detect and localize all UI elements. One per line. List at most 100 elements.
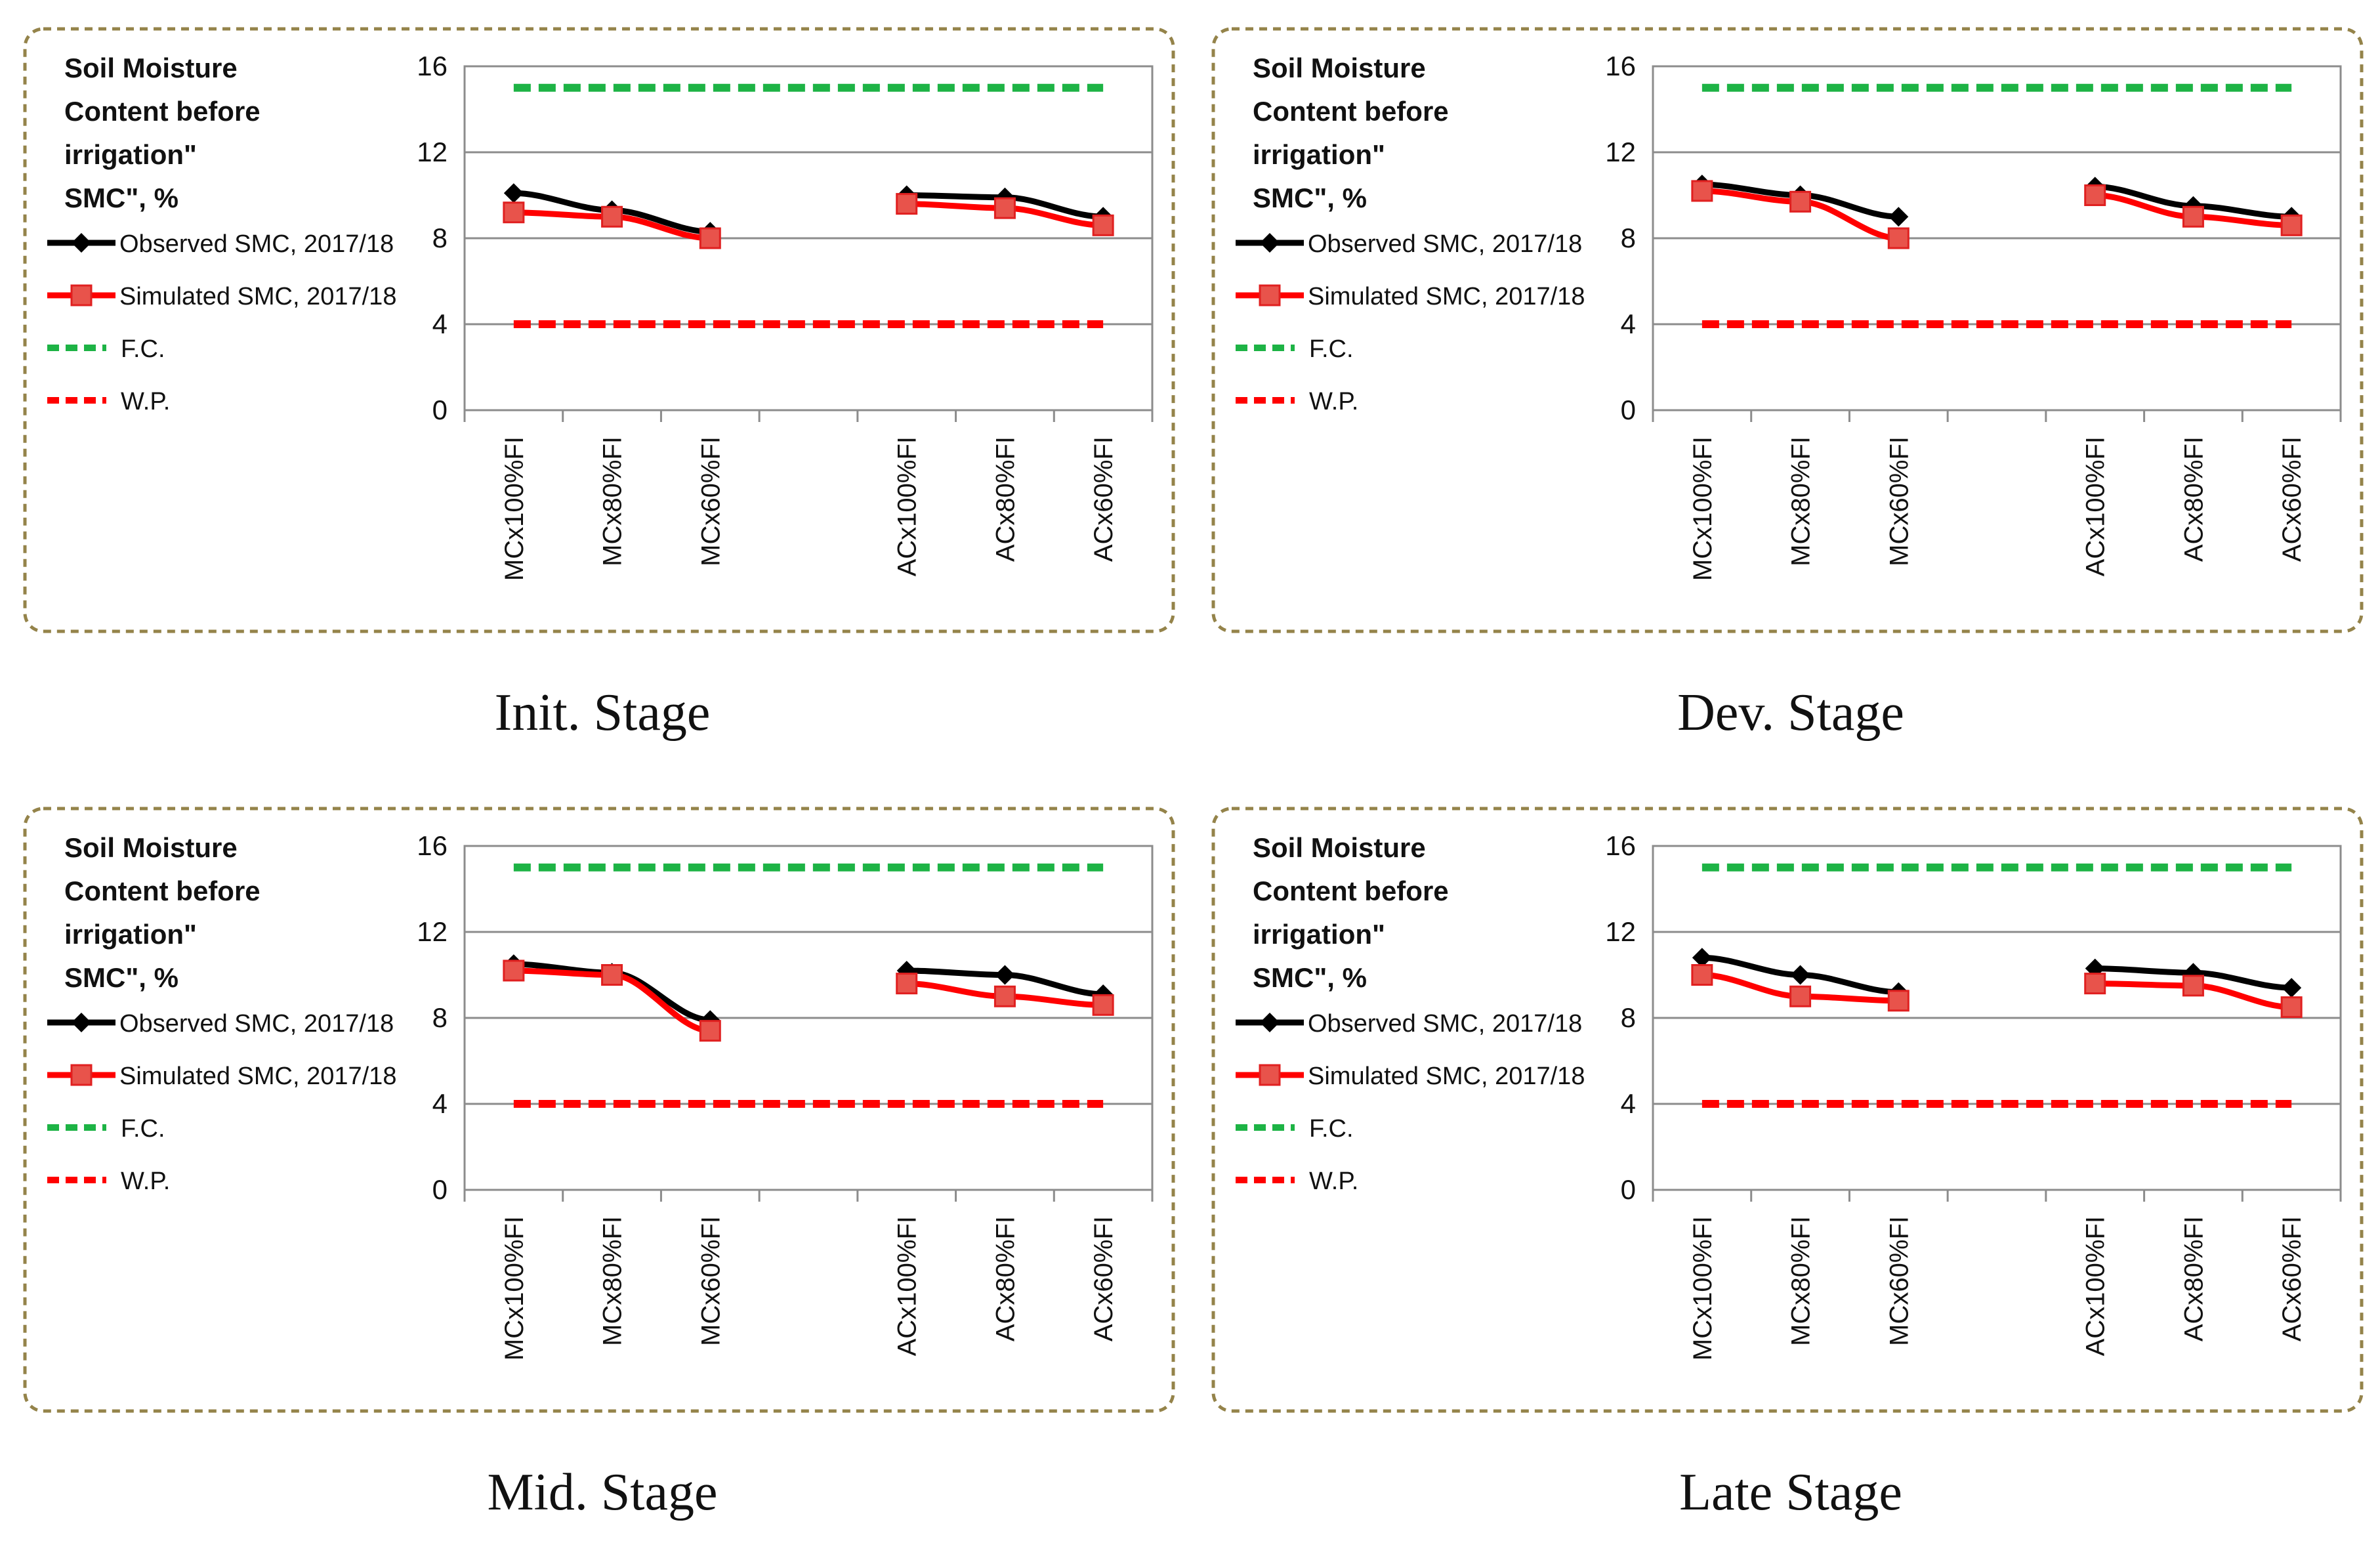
legend-label: W.P. [1309,388,1358,415]
panel-frame [1211,27,2364,633]
chart-title-line: SMC", % [64,182,178,213]
legend-marker [72,233,91,253]
simulated-point [1691,180,1713,202]
legend-label: Observed SMC, 2017/18 [119,1010,394,1038]
simulated-point [2182,975,2204,997]
simulated-point [2280,996,2303,1019]
x-tick-label: ACx100%FI [2081,1216,2110,1356]
chart-title-line: Soil Moisture [1253,53,1426,83]
x-tick-label: MCx60%FI [696,436,725,566]
simulated-point [2280,214,2303,236]
legend-marker [70,284,93,306]
x-tick-label: ACx60%FI [2278,1216,2307,1341]
chart-title-line: Soil Moisture [64,53,238,83]
chart-panel-dev: 0 4 8 12 16 MCx100%FI MCx80%FI MCx60%FI ACx100%F… [1188,0,2380,780]
chart-dev-svg: 0 4 8 12 16 MCx100%FI MCx80%FI MCx60%FI ACx100%F… [1211,27,2364,742]
legend-label: Simulated SMC, 2017/18 [1308,283,1585,310]
x-tick-label: MCx60%FI [696,1216,725,1346]
y-tick-label: 0 [432,394,448,425]
y-tick-label: 4 [432,308,448,339]
legend-label: Simulated SMC, 2017/18 [1308,1063,1585,1090]
chart-title-line: irrigation" [1253,919,1385,950]
legend-marker [1259,1064,1281,1086]
stage-label: Mid. Stage [487,1464,717,1521]
simulated-point [1887,227,1910,249]
legend-marker [1260,233,1280,253]
chart-title-line: Content before [1253,96,1449,127]
y-tick-label: 8 [1621,1002,1636,1033]
simulated-point [601,205,623,228]
x-tick-label: ACx60%FI [1089,1216,1118,1341]
y-tick-label: 12 [1605,137,1636,167]
y-tick-label: 12 [1605,916,1636,947]
legend-label: Observed SMC, 2017/18 [1308,230,1582,258]
x-tick-label: ACx100%FI [893,436,922,576]
simulated-point [1887,990,1910,1012]
legend-label: Simulated SMC, 2017/18 [119,283,396,310]
x-tick-label: MCx80%FI [598,1216,627,1346]
chart-panel-late: 0 4 8 12 16 MCx100%FI MCx80%FI MCx60%FI ACx100%F… [1188,780,2380,1559]
x-tick-label: MCx100%FI [1688,436,1717,581]
y-tick-label: 4 [432,1088,448,1119]
simulated-point [601,964,623,986]
legend-label: Observed SMC, 2017/18 [1308,1010,1582,1038]
chart-title-line: SMC", % [1253,182,1367,213]
simulated-point [2182,205,2204,228]
simulated-point [1789,190,1812,213]
x-tick-label: MCx80%FI [1787,436,1816,566]
x-tick-label: MCx60%FI [1885,1216,1913,1346]
chart-title-line: irrigation" [64,139,197,170]
legend-label: Simulated SMC, 2017/18 [119,1063,396,1090]
x-tick-label: ACx60%FI [1089,436,1118,562]
observed-point [1790,965,1810,985]
simulated-point [993,985,1016,1007]
simulated-point [1092,214,1114,236]
simulated-point [2084,973,2106,995]
chart-late-svg: 0 4 8 12 16 MCx100%FI MCx80%FI MCx60%FI ACx100%F… [1211,807,2364,1521]
chart-title-line: irrigation" [64,919,197,950]
chart-title-line: Soil Moisture [1253,832,1426,863]
observed-point [1889,207,1909,227]
chart-title-line: Soil Moisture [64,832,238,863]
simulated-point [2084,184,2106,206]
x-tick-label: ACx80%FI [991,436,1020,562]
legend-label: F.C. [121,1115,165,1143]
x-tick-label: MCx80%FI [1787,1216,1816,1346]
y-tick-label: 8 [1621,222,1636,253]
y-tick-label: 16 [1605,830,1636,861]
x-tick-label: ACx80%FI [2179,436,2208,562]
simulated-point [896,973,918,995]
simulated-point [503,201,525,224]
simulated-point [1789,985,1812,1007]
simulated-point [1691,964,1713,986]
simulated-point [699,227,721,249]
plot-area [1652,65,2342,411]
legend-marker [70,1064,93,1086]
chart-panel-mid: 0 4 8 12 16 MCx100%FI MCx80%FI MCx60%FI ACx100%F… [0,780,1192,1559]
panel-frame [23,807,1175,1413]
y-tick-label: 8 [432,222,448,253]
y-tick-label: 0 [432,1174,448,1205]
x-tick-label: MCx100%FI [500,1216,529,1360]
y-tick-label: 16 [1605,51,1636,81]
y-tick-label: 12 [417,137,448,167]
x-tick-label: MCx100%FI [500,436,529,581]
x-tick-label: ACx100%FI [2081,436,2110,576]
simulated-point [699,1020,721,1042]
y-tick-label: 8 [432,1002,448,1033]
legend-label: W.P. [121,388,170,415]
chart-mid-svg: 0 4 8 12 16 MCx100%FI MCx80%FI MCx60%FI ACx100%F… [23,807,1175,1521]
x-tick-label: MCx80%FI [598,436,627,566]
plot-area [1652,845,2342,1191]
plot-area [463,845,1154,1191]
stage-label: Late Stage [1679,1464,1902,1521]
panel-frame [1211,807,2364,1413]
simulated-point [503,959,525,982]
x-tick-label: ACx80%FI [2179,1216,2208,1341]
x-tick-label: MCx100%FI [1688,1216,1717,1360]
y-tick-label: 0 [1621,1174,1636,1205]
x-tick-label: MCx60%FI [1885,436,1913,566]
observed-point [995,965,1015,985]
plot-area [463,65,1154,411]
observed-point [503,183,524,203]
